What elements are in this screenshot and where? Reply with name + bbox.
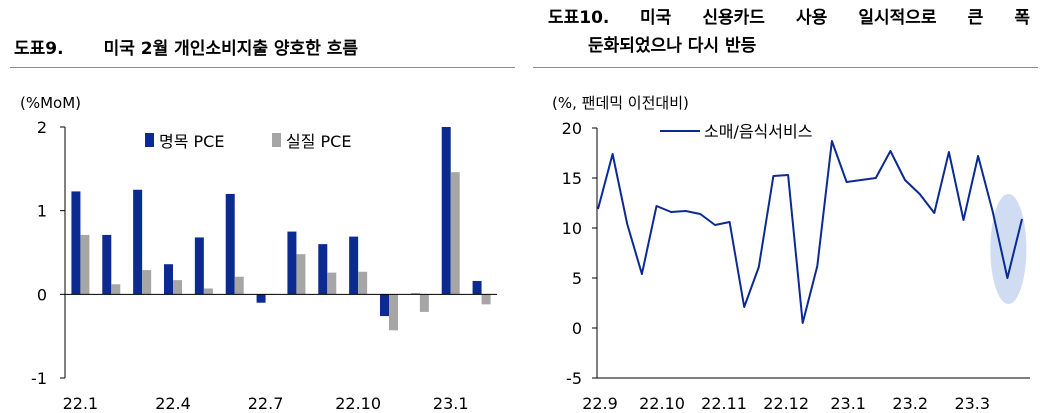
right-y-tick-label: 0 — [572, 319, 582, 338]
real-pce-bar — [296, 254, 306, 295]
real-pce-bar — [173, 280, 182, 295]
right-y-tick-label: 20 — [562, 119, 582, 138]
nominal-pce-bar — [71, 191, 81, 295]
nominal-pce-bar — [380, 294, 389, 317]
nominal-pce-bar — [102, 234, 112, 295]
nominal-pce-bar — [287, 231, 297, 295]
nominal-pce-bar — [472, 280, 482, 295]
nominal-pce-bar — [164, 264, 173, 295]
right-figure-label: 도표10. — [548, 8, 610, 28]
left-unit-label: (%MoM) — [20, 94, 81, 112]
nominal-pce-bar — [441, 127, 451, 295]
real-pce-bar — [203, 288, 213, 295]
left-title-rule — [10, 67, 515, 68]
left-chart-title: 미국 2월 개인소비지출 양호한 흐름 — [103, 39, 359, 59]
right-x-tick-label: 23.2 — [892, 394, 928, 413]
left-y-tick-label: -1 — [31, 369, 47, 388]
left-x-tick-label: 22.4 — [155, 394, 191, 413]
real-pce-bar — [481, 294, 491, 305]
right-x-tick-label: 22.10 — [639, 394, 685, 413]
real-pce-bar — [80, 234, 90, 295]
left-legend-swatch — [272, 133, 281, 147]
right-unit-label: (%, 팬데믹 이전대비) — [552, 94, 689, 112]
real-pce-bar — [450, 172, 460, 295]
right-title-rule — [533, 67, 1038, 68]
real-pce-bar — [142, 270, 152, 295]
left-legend-label: 실질 PCE — [286, 132, 351, 151]
highlight-ellipse — [990, 194, 1027, 304]
right-line-chart: (%, 팬데믹 이전대비) -5 0 5 10 15 20 22.9 22.10 22.11 2… — [552, 94, 1030, 413]
right-x-tick-label: 23.1 — [830, 394, 866, 413]
right-y-tick-label: 15 — [562, 169, 582, 188]
right-x-tick-label: 22.12 — [763, 394, 809, 413]
left-bar-chart: (%MoM) -1 0 1 2 22.1 22.4 22.7 22.10 23.1 명목 PC… — [20, 94, 497, 413]
left-x-tick-label: 22.1 — [63, 394, 99, 413]
right-x-tick-label: 22.9 — [582, 394, 618, 413]
real-pce-bar — [111, 284, 121, 295]
right-x-tick-label: 23.3 — [954, 394, 990, 413]
right-legend-label: 소매/음식서비스 — [704, 122, 812, 141]
nominal-pce-bar — [194, 237, 204, 295]
real-pce-bar — [358, 271, 368, 295]
left-y-tick-label: 1 — [37, 202, 47, 221]
right-x-tick-label: 22.11 — [701, 394, 747, 413]
left-x-tick-label: 22.10 — [335, 394, 381, 413]
nominal-pce-bar — [349, 236, 359, 295]
nominal-pce-bar — [256, 294, 266, 303]
right-y-tick-label: 5 — [572, 269, 582, 288]
right-chart-title-line2: 둔화되었으나 다시 반등 — [588, 36, 757, 56]
right-chart-title-block: 도표10. 미국 신용카드 사용 일시적으로 큰 폭 둔화되었으나 다시 반등 — [548, 4, 1040, 60]
left-x-tick-label: 22.7 — [248, 394, 284, 413]
real-pce-bar — [234, 276, 244, 295]
left-legend-label: 명목 PCE — [159, 132, 224, 151]
right-y-tick-label: -5 — [566, 369, 582, 388]
left-y-tick-label: 2 — [37, 118, 47, 137]
real-pce-bar — [419, 294, 429, 312]
right-y-tick-label: 10 — [562, 219, 582, 238]
left-legend-swatch — [145, 133, 154, 147]
retail-food-service-line — [597, 140, 1023, 324]
left-chart-title-block: 도표9. 미국 2월 개인소비지출 양호한 흐름 — [14, 35, 514, 63]
real-pce-bar — [389, 294, 398, 331]
nominal-pce-bar — [225, 193, 235, 295]
nominal-pce-bar — [133, 189, 143, 295]
right-chart-title-line1: 미국 신용카드 사용 일시적으로 큰 폭 — [640, 8, 1030, 28]
left-figure-label: 도표9. — [14, 39, 64, 59]
real-pce-bar — [327, 272, 337, 295]
left-y-tick-label: 0 — [37, 285, 47, 304]
nominal-pce-bar — [318, 244, 328, 295]
left-x-tick-label: 23.1 — [433, 394, 469, 413]
